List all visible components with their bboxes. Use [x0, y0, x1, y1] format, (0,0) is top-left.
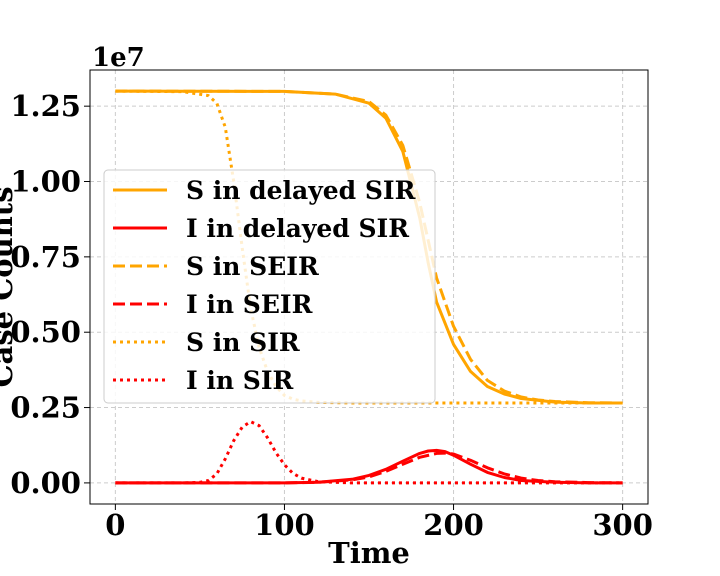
- y-tick-label: 1.00: [10, 165, 81, 199]
- x-tick-label: 200: [423, 508, 484, 542]
- series-line-i-in-seir: [115, 451, 623, 485]
- legend-box: [103, 169, 436, 404]
- legend-label: S in delayed SIR: [186, 176, 416, 205]
- series-line-i-in-sir: [115, 420, 623, 485]
- y-tick-label: 0.25: [10, 391, 81, 425]
- legend-label: I in delayed SIR: [186, 214, 409, 243]
- x-axis-title: Time: [328, 536, 410, 570]
- legend-label: I in SEIR: [186, 290, 313, 319]
- y-tick-label: 0.50: [10, 315, 81, 349]
- y-tick-label: 0.75: [10, 240, 81, 274]
- legend-label: S in SEIR: [186, 252, 319, 281]
- x-tick-label: 0: [105, 508, 125, 542]
- legend: S in delayed SIR I in delayed SIR S in SEI…: [103, 169, 436, 404]
- x-tick-label: 300: [592, 508, 653, 542]
- legend-label: S in SIR: [186, 328, 300, 357]
- y-tick-label: 1.25: [10, 89, 81, 123]
- series-line-s-in-seir: [115, 89, 623, 405]
- plot-frame: [89, 69, 649, 505]
- y-offset-label: 1e7: [92, 43, 145, 73]
- legend-label: I in SIR: [186, 366, 294, 395]
- x-tick-label: 100: [254, 508, 315, 542]
- axis-ticks: 0 100 200 300 0.00 0.25 0.50 0.75 1.00 1.25: [10, 89, 653, 542]
- y-axis-title: Case Counts: [0, 186, 19, 387]
- y-tick-label: 0.00: [10, 466, 81, 500]
- series-line-i-in-delayed-sir: [115, 448, 623, 485]
